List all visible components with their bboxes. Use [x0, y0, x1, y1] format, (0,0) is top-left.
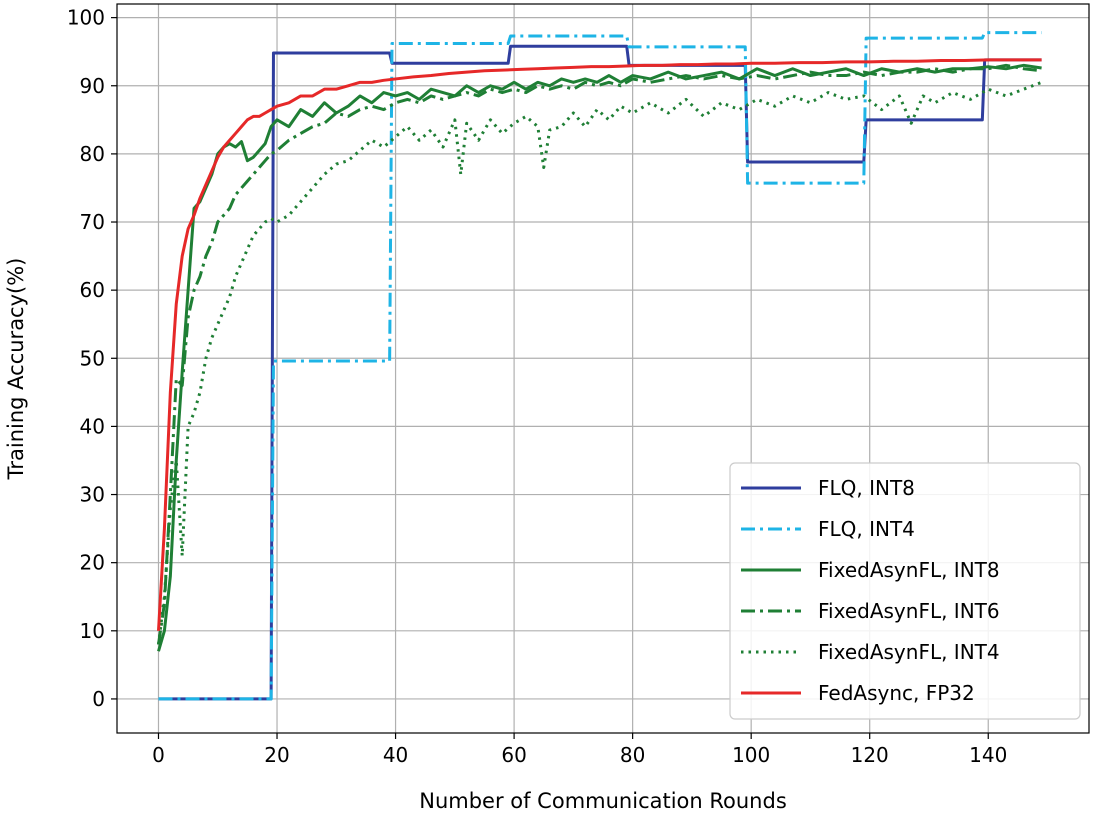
series-line-3: [157, 63, 1042, 645]
x-tick-label: 80: [620, 743, 645, 767]
legend-label: FLQ, INT8: [818, 476, 915, 500]
y-axis-label: Training Accuracy(%): [4, 258, 28, 481]
legend-label: FixedAsynFL, INT4: [818, 640, 1000, 664]
y-tick-label: 50: [80, 346, 105, 370]
x-axis-label: Number of Communication Rounds: [419, 789, 787, 813]
y-tick-label: 30: [80, 483, 105, 507]
series-line-5: [156, 58, 1042, 631]
legend: FLQ, INT8 FLQ, INT4 FixedAsynFL, INT8 Fixed…: [729, 462, 1081, 720]
y-tick-label: 0: [92, 687, 105, 711]
series-lines: [156, 31, 1043, 701]
axis-ticks: 0 20 40 60 80 100 120 140 0 10 20 30 40 50 60 70 80 90 100: [67, 6, 1008, 767]
legend-label: FixedAsynFL, INT6: [818, 599, 1000, 623]
legend-label: FedAsync, FP32: [818, 681, 975, 705]
x-tick-label: 0: [152, 743, 165, 767]
series-line-0: [158, 44, 1042, 701]
legend-label: FLQ, INT4: [818, 517, 915, 541]
x-tick-label: 100: [732, 743, 770, 767]
series-line-1: [158, 31, 1042, 701]
plot-frame: [116, 3, 1090, 734]
y-tick-label: 10: [80, 619, 105, 643]
y-tick-label: 60: [80, 278, 105, 302]
x-tick-label: 60: [501, 743, 526, 767]
y-tick-label: 40: [80, 414, 105, 438]
series-line-2: [157, 63, 1042, 652]
legend-label: FixedAsynFL, INT8: [818, 558, 1000, 582]
y-tick-label: 70: [80, 210, 105, 234]
grid: [117, 4, 1089, 733]
y-tick-label: 20: [80, 551, 105, 575]
x-tick-label: 120: [851, 743, 889, 767]
legend-box: [729, 462, 1081, 720]
x-tick-label: 40: [383, 743, 408, 767]
y-tick-label: 80: [80, 142, 105, 166]
x-tick-label: 20: [264, 743, 289, 767]
y-tick-label: 90: [80, 74, 105, 98]
series-line-4: [157, 80, 1043, 645]
x-tick-label: 140: [969, 743, 1007, 767]
y-tick-label: 100: [67, 6, 105, 30]
